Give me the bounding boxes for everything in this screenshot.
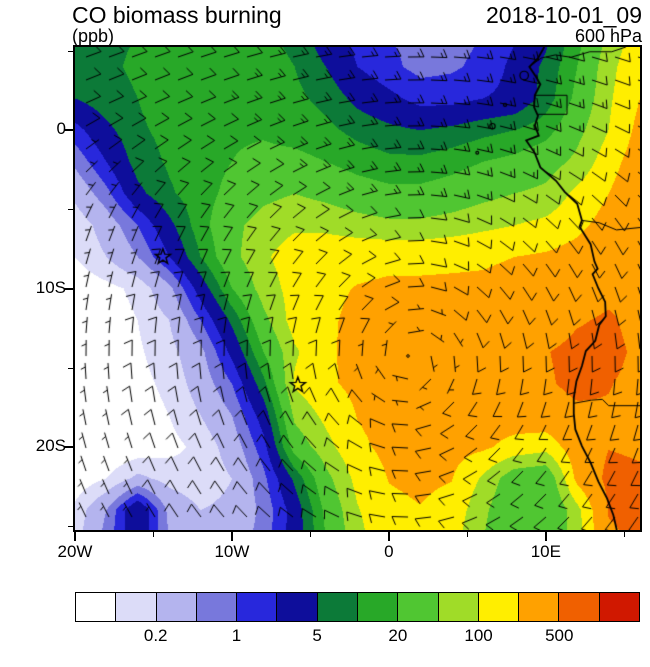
y-axis-major-tick	[64, 445, 73, 448]
colorbar-swatch	[155, 592, 197, 622]
x-axis-major-tick	[387, 532, 390, 541]
y-axis-minor-tick	[68, 50, 73, 52]
x-axis-label: 10E	[530, 542, 561, 561]
colorbar-swatch	[195, 592, 238, 622]
colorbar-label: 100	[464, 626, 493, 645]
x-axis-label: 10W	[214, 542, 250, 561]
y-axis-major-tick	[64, 129, 73, 132]
colorbar-label: 0.2	[143, 626, 168, 645]
map-frame	[73, 45, 642, 532]
colorbar-swatch	[316, 592, 358, 622]
x-axis-label: 20W	[57, 542, 93, 561]
y-axis-minor-tick	[68, 209, 73, 211]
y-axis-minor-tick	[68, 526, 73, 528]
x-axis-minor-tick	[310, 532, 312, 537]
units-label: (ppb)	[72, 26, 115, 46]
colorbar-label: 1	[231, 626, 242, 645]
y-axis-minor-tick	[68, 367, 73, 369]
x-axis-label: 0	[384, 542, 394, 561]
colorbar-label: 20	[388, 626, 408, 645]
colorbar-swatch	[518, 592, 560, 622]
contour-map-canvas	[75, 47, 640, 530]
colorbar-swatch	[598, 592, 640, 622]
y-axis-major-tick	[64, 287, 73, 290]
colorbar-swatch	[356, 592, 399, 622]
x-axis-minor-tick	[467, 532, 469, 537]
colorbar-swatch	[115, 592, 157, 622]
x-axis-major-tick	[74, 532, 76, 541]
colorbar-label: 5	[312, 626, 322, 645]
x-axis-minor-tick	[624, 532, 626, 537]
pressure-level-label: 600 hPa	[574, 26, 642, 46]
y-axis-label: 0	[56, 119, 66, 139]
y-axis-label: 20S	[35, 435, 66, 455]
x-axis-minor-tick	[153, 532, 155, 537]
x-axis-major-tick	[544, 532, 547, 541]
colorbar	[75, 592, 640, 622]
colorbar-swatch	[558, 592, 600, 622]
colorbar-swatch	[397, 592, 439, 622]
colorbar-label: 500	[545, 626, 574, 645]
colorbar-swatch	[276, 592, 318, 622]
y-axis-label: 10S	[35, 277, 66, 297]
colorbar-swatch	[477, 592, 520, 622]
colorbar-swatch	[236, 592, 278, 622]
colorbar-swatch	[437, 592, 479, 622]
x-axis-major-tick	[230, 532, 233, 541]
plot-title: CO biomass burning	[72, 2, 282, 28]
colorbar-swatch	[75, 592, 117, 622]
datetime-label: 2018-10-01_09	[485, 2, 642, 28]
